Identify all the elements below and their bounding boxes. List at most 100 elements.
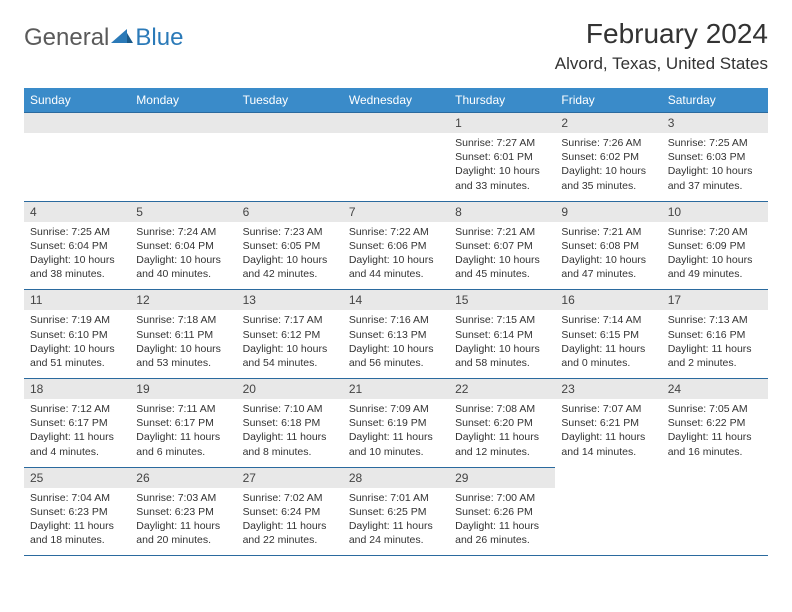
day-number: 19	[130, 379, 236, 399]
header: General Blue February 2024 Alvord, Texas…	[24, 18, 768, 74]
day-details: Sunrise: 7:14 AMSunset: 6:15 PMDaylight:…	[555, 310, 661, 378]
day-header: Wednesday	[343, 88, 449, 113]
logo-text-gray: General	[24, 24, 109, 52]
month-title: February 2024	[555, 18, 768, 50]
day-cell: 6Sunrise: 7:23 AMSunset: 6:05 PMDaylight…	[237, 201, 343, 290]
day-cell: 18Sunrise: 7:12 AMSunset: 6:17 PMDayligh…	[24, 379, 130, 468]
day-details: Sunrise: 7:26 AMSunset: 6:02 PMDaylight:…	[555, 133, 661, 201]
day-cell: 9Sunrise: 7:21 AMSunset: 6:08 PMDaylight…	[555, 201, 661, 290]
day-cell: 24Sunrise: 7:05 AMSunset: 6:22 PMDayligh…	[662, 379, 768, 468]
day-number: 1	[449, 113, 555, 133]
empty-cell	[555, 467, 661, 556]
day-number: 23	[555, 379, 661, 399]
day-cell: 21Sunrise: 7:09 AMSunset: 6:19 PMDayligh…	[343, 379, 449, 468]
day-cell: 23Sunrise: 7:07 AMSunset: 6:21 PMDayligh…	[555, 379, 661, 468]
day-cell: 15Sunrise: 7:15 AMSunset: 6:14 PMDayligh…	[449, 290, 555, 379]
day-number: 2	[555, 113, 661, 133]
day-details: Sunrise: 7:09 AMSunset: 6:19 PMDaylight:…	[343, 399, 449, 467]
empty-cell	[24, 113, 130, 202]
day-cell: 27Sunrise: 7:02 AMSunset: 6:24 PMDayligh…	[237, 467, 343, 556]
location: Alvord, Texas, United States	[555, 54, 768, 74]
day-number: 5	[130, 202, 236, 222]
empty-cell	[662, 467, 768, 556]
empty-day-number	[130, 113, 236, 133]
day-cell: 25Sunrise: 7:04 AMSunset: 6:23 PMDayligh…	[24, 467, 130, 556]
day-details: Sunrise: 7:23 AMSunset: 6:05 PMDaylight:…	[237, 222, 343, 290]
day-cell: 8Sunrise: 7:21 AMSunset: 6:07 PMDaylight…	[449, 201, 555, 290]
day-details: Sunrise: 7:22 AMSunset: 6:06 PMDaylight:…	[343, 222, 449, 290]
day-cell: 14Sunrise: 7:16 AMSunset: 6:13 PMDayligh…	[343, 290, 449, 379]
day-details: Sunrise: 7:16 AMSunset: 6:13 PMDaylight:…	[343, 310, 449, 378]
day-number: 22	[449, 379, 555, 399]
day-cell: 3Sunrise: 7:25 AMSunset: 6:03 PMDaylight…	[662, 113, 768, 202]
day-details: Sunrise: 7:15 AMSunset: 6:14 PMDaylight:…	[449, 310, 555, 378]
day-number: 16	[555, 290, 661, 310]
day-number: 29	[449, 468, 555, 488]
day-cell: 13Sunrise: 7:17 AMSunset: 6:12 PMDayligh…	[237, 290, 343, 379]
day-cell: 20Sunrise: 7:10 AMSunset: 6:18 PMDayligh…	[237, 379, 343, 468]
day-header: Tuesday	[237, 88, 343, 113]
day-details: Sunrise: 7:12 AMSunset: 6:17 PMDaylight:…	[24, 399, 130, 467]
day-cell: 17Sunrise: 7:13 AMSunset: 6:16 PMDayligh…	[662, 290, 768, 379]
day-details: Sunrise: 7:21 AMSunset: 6:08 PMDaylight:…	[555, 222, 661, 290]
day-header: Sunday	[24, 88, 130, 113]
day-header: Friday	[555, 88, 661, 113]
empty-day-number	[237, 113, 343, 133]
day-number: 12	[130, 290, 236, 310]
day-cell: 5Sunrise: 7:24 AMSunset: 6:04 PMDaylight…	[130, 201, 236, 290]
day-number: 4	[24, 202, 130, 222]
day-number: 9	[555, 202, 661, 222]
empty-day-number	[24, 113, 130, 133]
day-number: 8	[449, 202, 555, 222]
day-cell: 26Sunrise: 7:03 AMSunset: 6:23 PMDayligh…	[130, 467, 236, 556]
day-cell: 4Sunrise: 7:25 AMSunset: 6:04 PMDaylight…	[24, 201, 130, 290]
day-number: 10	[662, 202, 768, 222]
day-number: 11	[24, 290, 130, 310]
day-details: Sunrise: 7:10 AMSunset: 6:18 PMDaylight:…	[237, 399, 343, 467]
day-number: 13	[237, 290, 343, 310]
day-number: 6	[237, 202, 343, 222]
day-details: Sunrise: 7:11 AMSunset: 6:17 PMDaylight:…	[130, 399, 236, 467]
calendar-body: 1Sunrise: 7:27 AMSunset: 6:01 PMDaylight…	[24, 113, 768, 556]
day-cell: 10Sunrise: 7:20 AMSunset: 6:09 PMDayligh…	[662, 201, 768, 290]
day-number: 20	[237, 379, 343, 399]
day-details: Sunrise: 7:18 AMSunset: 6:11 PMDaylight:…	[130, 310, 236, 378]
day-details: Sunrise: 7:02 AMSunset: 6:24 PMDaylight:…	[237, 488, 343, 556]
day-details: Sunrise: 7:01 AMSunset: 6:25 PMDaylight:…	[343, 488, 449, 556]
day-number: 21	[343, 379, 449, 399]
day-cell: 7Sunrise: 7:22 AMSunset: 6:06 PMDaylight…	[343, 201, 449, 290]
day-number: 14	[343, 290, 449, 310]
day-details: Sunrise: 7:25 AMSunset: 6:04 PMDaylight:…	[24, 222, 130, 290]
day-number: 27	[237, 468, 343, 488]
empty-cell	[237, 113, 343, 202]
day-number: 3	[662, 113, 768, 133]
day-cell: 22Sunrise: 7:08 AMSunset: 6:20 PMDayligh…	[449, 379, 555, 468]
day-details: Sunrise: 7:25 AMSunset: 6:03 PMDaylight:…	[662, 133, 768, 201]
day-details: Sunrise: 7:20 AMSunset: 6:09 PMDaylight:…	[662, 222, 768, 290]
day-details: Sunrise: 7:08 AMSunset: 6:20 PMDaylight:…	[449, 399, 555, 467]
logo: General Blue	[24, 18, 183, 52]
day-details: Sunrise: 7:04 AMSunset: 6:23 PMDaylight:…	[24, 488, 130, 556]
day-header: Thursday	[449, 88, 555, 113]
day-number: 17	[662, 290, 768, 310]
day-details: Sunrise: 7:24 AMSunset: 6:04 PMDaylight:…	[130, 222, 236, 290]
day-number: 24	[662, 379, 768, 399]
day-number: 15	[449, 290, 555, 310]
day-cell: 2Sunrise: 7:26 AMSunset: 6:02 PMDaylight…	[555, 113, 661, 202]
day-number: 26	[130, 468, 236, 488]
title-area: February 2024 Alvord, Texas, United Stat…	[555, 18, 768, 74]
day-cell: 12Sunrise: 7:18 AMSunset: 6:11 PMDayligh…	[130, 290, 236, 379]
day-details: Sunrise: 7:21 AMSunset: 6:07 PMDaylight:…	[449, 222, 555, 290]
day-cell: 28Sunrise: 7:01 AMSunset: 6:25 PMDayligh…	[343, 467, 449, 556]
day-cell: 19Sunrise: 7:11 AMSunset: 6:17 PMDayligh…	[130, 379, 236, 468]
day-cell: 16Sunrise: 7:14 AMSunset: 6:15 PMDayligh…	[555, 290, 661, 379]
day-number: 7	[343, 202, 449, 222]
calendar-header-row: SundayMondayTuesdayWednesdayThursdayFrid…	[24, 88, 768, 113]
day-cell: 11Sunrise: 7:19 AMSunset: 6:10 PMDayligh…	[24, 290, 130, 379]
day-header: Monday	[130, 88, 236, 113]
day-number: 28	[343, 468, 449, 488]
day-details: Sunrise: 7:17 AMSunset: 6:12 PMDaylight:…	[237, 310, 343, 378]
day-details: Sunrise: 7:07 AMSunset: 6:21 PMDaylight:…	[555, 399, 661, 467]
empty-day-number	[343, 113, 449, 133]
empty-cell	[130, 113, 236, 202]
